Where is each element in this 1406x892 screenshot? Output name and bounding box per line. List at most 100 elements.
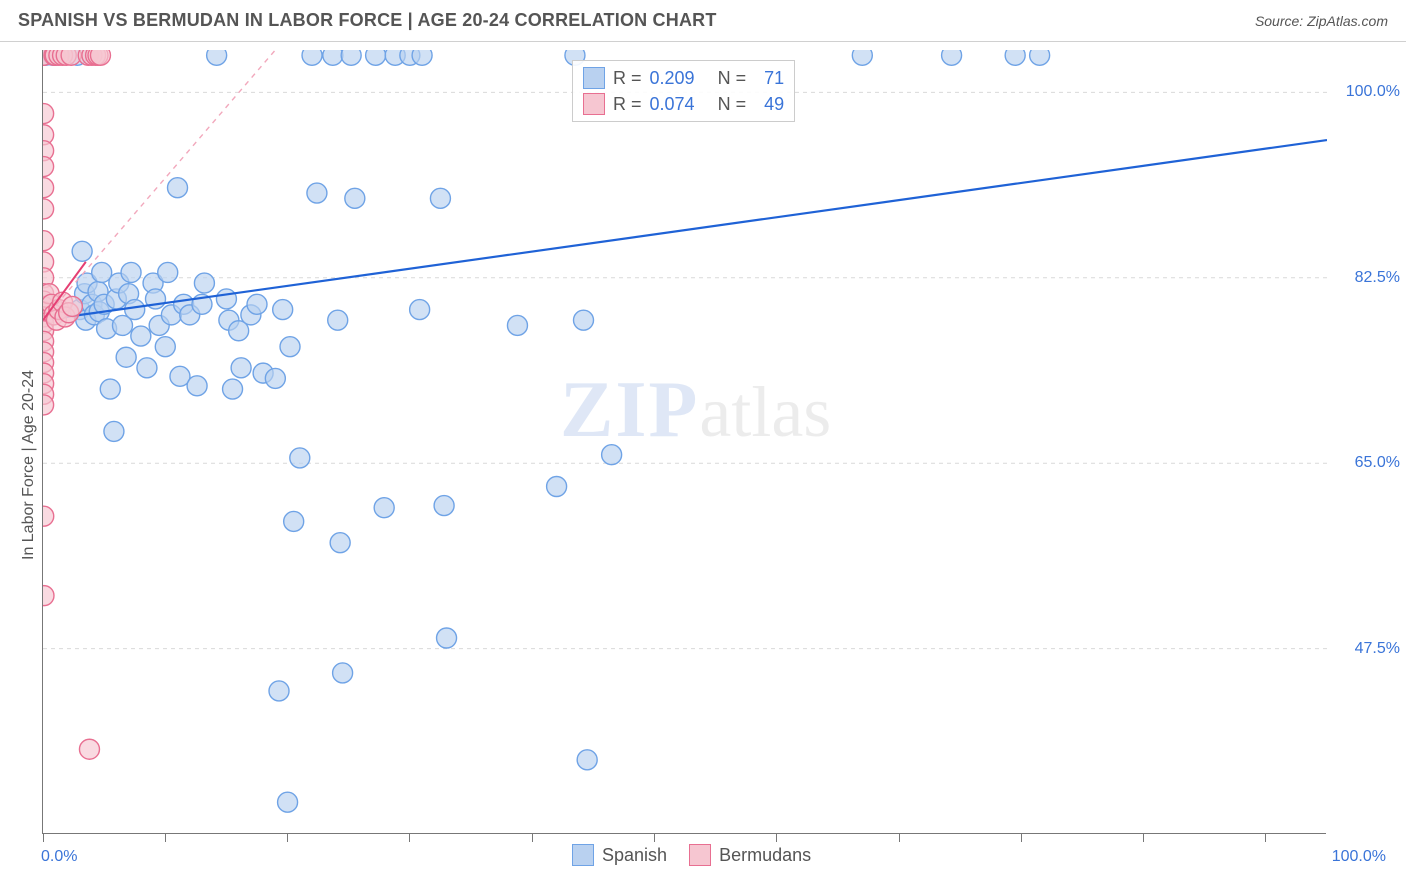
data-point [574, 310, 594, 330]
data-point [79, 739, 99, 759]
legend-swatch [572, 844, 594, 866]
legend-item: Spanish [572, 844, 667, 866]
x-tick [1143, 834, 1144, 842]
data-point [43, 157, 54, 177]
data-point [72, 241, 92, 261]
x-tick [165, 834, 166, 842]
legend-row: R = 0.074 N = 49 [583, 91, 784, 117]
data-point [265, 368, 285, 388]
data-point [280, 337, 300, 357]
data-point [43, 199, 54, 219]
data-point [341, 50, 361, 65]
data-point [247, 294, 267, 314]
data-point [194, 273, 214, 293]
data-point [852, 50, 872, 65]
x-tick [899, 834, 900, 842]
x-tick [532, 834, 533, 842]
data-point [116, 347, 136, 367]
data-point [333, 663, 353, 683]
data-point [307, 183, 327, 203]
data-point [231, 358, 251, 378]
n-label: N = [703, 68, 752, 89]
data-point [1030, 50, 1050, 65]
y-tick-label: 100.0% [1346, 83, 1400, 101]
legend-swatch [689, 844, 711, 866]
data-point [278, 792, 298, 812]
series-legend: Spanish Bermudans [572, 844, 811, 866]
data-point [43, 586, 54, 606]
data-point [62, 296, 82, 316]
data-point [328, 310, 348, 330]
data-point [131, 326, 151, 346]
data-point [602, 445, 622, 465]
data-point [100, 379, 120, 399]
legend-swatch [583, 93, 605, 115]
data-point [410, 300, 430, 320]
legend-row: R = 0.209 N = 71 [583, 65, 784, 91]
data-point [207, 50, 227, 65]
y-tick-label: 65.0% [1355, 454, 1400, 472]
n-value: 71 [759, 68, 784, 89]
data-point [137, 358, 157, 378]
data-point [43, 506, 54, 526]
data-point [216, 289, 236, 309]
data-point [547, 476, 567, 496]
legend-item: Bermudans [689, 844, 811, 866]
data-point [345, 188, 365, 208]
plot-area: 100.0%82.5%65.0%47.5%0.0%100.0% [42, 50, 1326, 834]
legend-label: Bermudans [719, 845, 811, 866]
x-max-label: 100.0% [1332, 848, 1386, 866]
data-point [121, 262, 141, 282]
data-point [223, 379, 243, 399]
legend-label: Spanish [602, 845, 667, 866]
n-label: N = [703, 94, 752, 115]
x-min-label: 0.0% [41, 848, 77, 866]
data-point [323, 50, 343, 65]
x-tick [287, 834, 288, 842]
data-point [43, 178, 54, 198]
n-value: 49 [759, 94, 784, 115]
data-point [43, 104, 54, 124]
data-point [374, 498, 394, 518]
data-point [158, 262, 178, 282]
data-point [577, 750, 597, 770]
trend-line [43, 140, 1327, 320]
data-point [104, 421, 124, 441]
scatter-chart [43, 50, 1327, 834]
r-value: 0.074 [650, 94, 695, 115]
data-point [155, 337, 175, 357]
data-point [125, 300, 145, 320]
data-point [507, 315, 527, 335]
x-tick [1265, 834, 1266, 842]
y-axis-label: In Labor Force | Age 20-24 [20, 370, 38, 560]
r-value: 0.209 [650, 68, 695, 89]
y-tick-label: 82.5% [1355, 269, 1400, 287]
data-point [269, 681, 289, 701]
data-point [434, 496, 454, 516]
x-tick [1021, 834, 1022, 842]
r-label: R = [613, 94, 642, 115]
data-point [290, 448, 310, 468]
data-point [284, 511, 304, 531]
data-point [168, 178, 188, 198]
data-point [437, 628, 457, 648]
source-label: Source: ZipAtlas.com [1255, 13, 1388, 29]
data-point [92, 262, 112, 282]
chart-title: SPANISH VS BERMUDAN IN LABOR FORCE | AGE… [18, 10, 717, 31]
x-tick [776, 834, 777, 842]
data-point [43, 231, 54, 251]
legend-swatch [583, 67, 605, 89]
data-point [412, 50, 432, 65]
x-tick [409, 834, 410, 842]
x-tick [43, 834, 44, 842]
x-tick [654, 834, 655, 842]
data-point [90, 50, 110, 65]
data-point [430, 188, 450, 208]
data-point [273, 300, 293, 320]
data-point [187, 376, 207, 396]
r-label: R = [613, 68, 642, 89]
chart-header: SPANISH VS BERMUDAN IN LABOR FORCE | AGE… [0, 0, 1406, 42]
data-point [366, 50, 386, 65]
y-tick-label: 47.5% [1355, 640, 1400, 658]
data-point [330, 533, 350, 553]
